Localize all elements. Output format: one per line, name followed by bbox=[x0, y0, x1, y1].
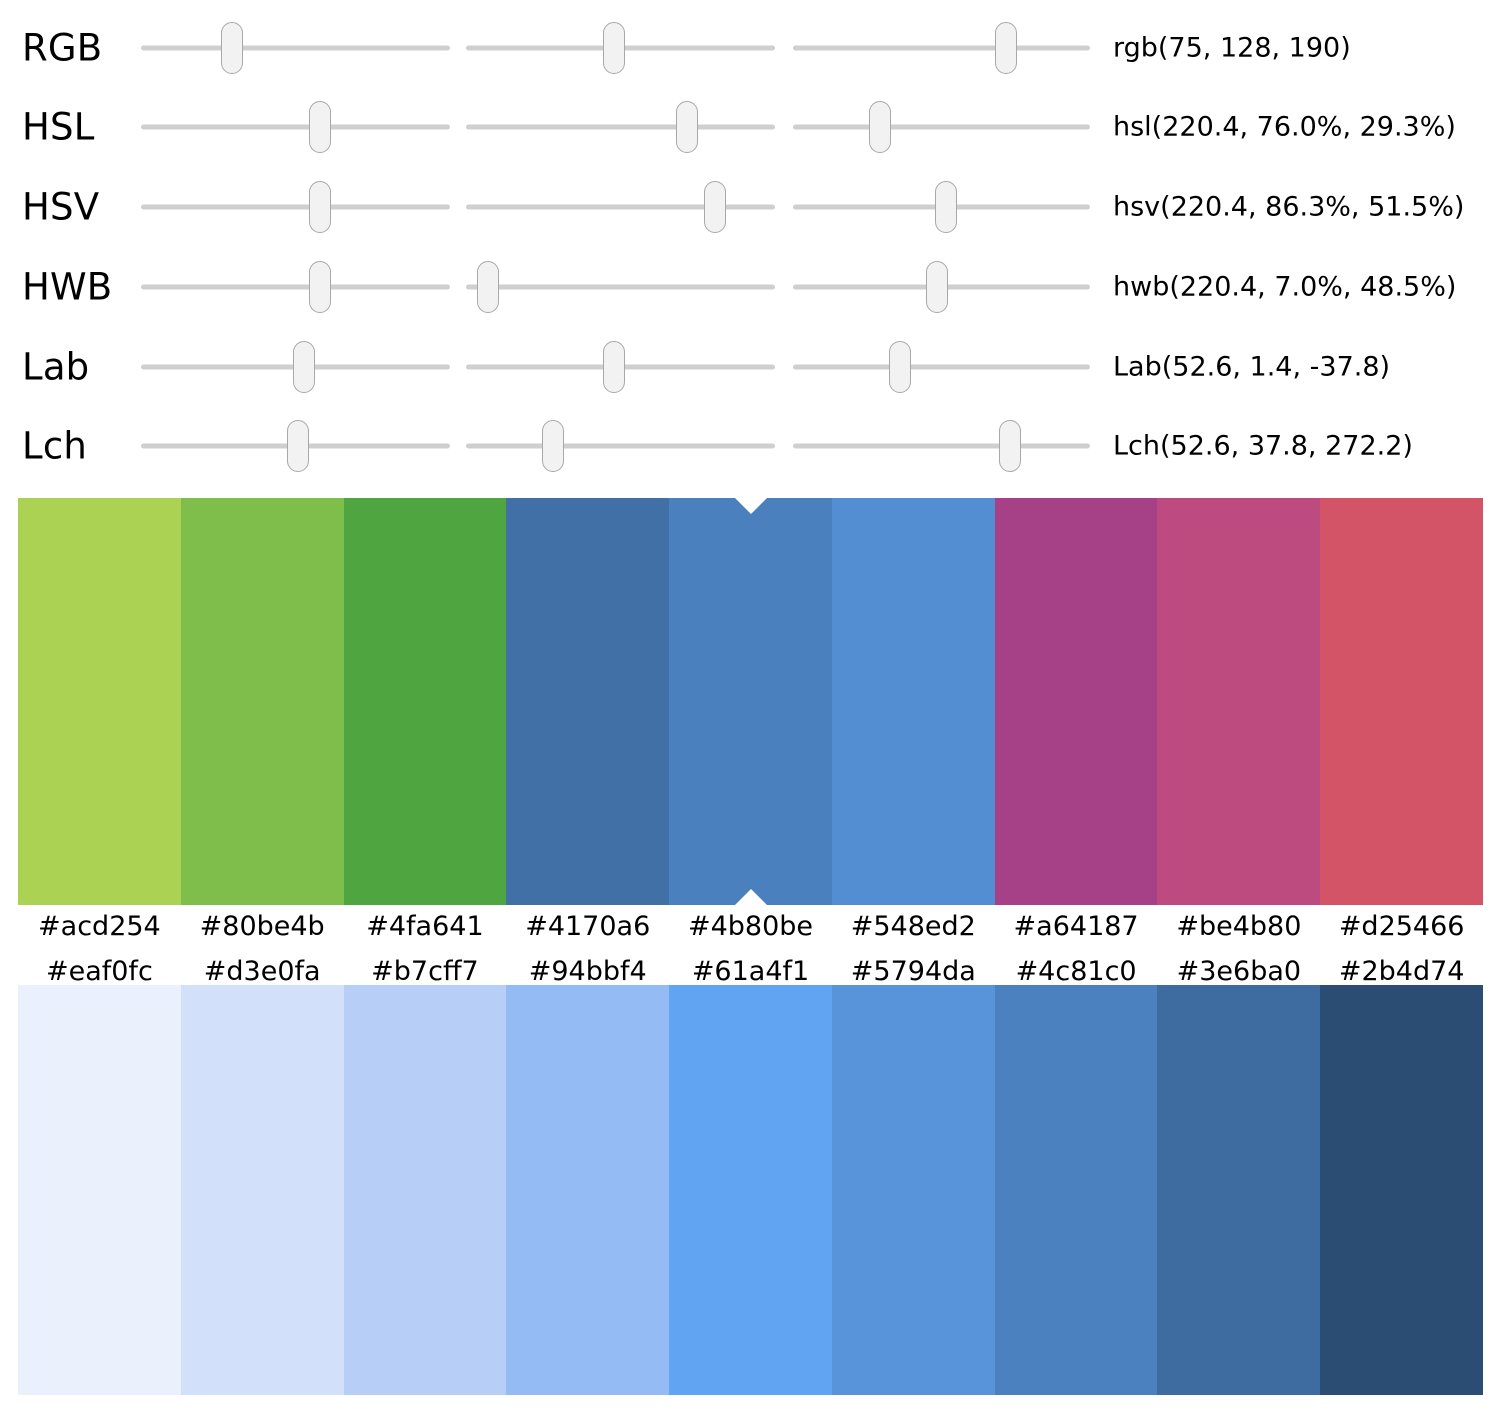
color-swatch[interactable] bbox=[180, 985, 344, 1395]
hex-label: #4170a6 bbox=[525, 911, 651, 942]
slider-value-label: hsl(220.4, 76.0%, 29.3%) bbox=[1113, 111, 1456, 143]
hex-label: #d25466 bbox=[1338, 911, 1465, 942]
slider-row-label: Lch bbox=[22, 424, 88, 468]
color-swatch[interactable] bbox=[1157, 985, 1321, 1395]
slider-thumb-hsl-2[interactable] bbox=[675, 101, 698, 153]
slider-row-hsv: HSV hsv(220.4, 86.3%, 51.5%) bbox=[0, 177, 1501, 237]
slider-track-lab-3[interactable] bbox=[793, 364, 1090, 370]
hex-label: #80be4b bbox=[199, 911, 325, 942]
palette-bottom-hex-labels: #eaf0fc #d3e0fa #b7cff7 #94bbf4 #61a4f1 #5794… bbox=[18, 958, 1483, 985]
color-swatch[interactable] bbox=[343, 985, 507, 1395]
color-swatch[interactable] bbox=[343, 498, 507, 905]
slider-thumb-lch-3[interactable] bbox=[998, 420, 1021, 472]
color-swatch[interactable] bbox=[18, 985, 181, 1395]
slider-value-label: Lab(52.6, 1.4, -37.8) bbox=[1113, 351, 1391, 383]
slider-track-hwb-2[interactable] bbox=[466, 284, 775, 290]
color-swatch[interactable] bbox=[831, 498, 995, 905]
slider-track-hsl-1[interactable] bbox=[141, 124, 450, 130]
slider-track-hwb-1[interactable] bbox=[141, 284, 450, 290]
hex-label: #a64187 bbox=[1013, 911, 1139, 942]
slider-row-lch: Lch Lch(52.6, 37.8, 272.2) bbox=[0, 416, 1501, 476]
hex-label: #4b80be bbox=[687, 911, 814, 942]
slider-row-label: HSL bbox=[22, 105, 95, 149]
slider-thumb-lch-1[interactable] bbox=[286, 420, 309, 472]
palette-top[interactable] bbox=[18, 498, 1484, 905]
slider-thumb-hsv-1[interactable] bbox=[309, 181, 332, 233]
slider-track-rgb-1[interactable] bbox=[141, 45, 450, 51]
slider-value-label: hwb(220.4, 7.0%, 48.5%) bbox=[1113, 271, 1457, 303]
triangle-marker-icon bbox=[734, 889, 767, 905]
slider-thumb-rgb-3[interactable] bbox=[995, 22, 1018, 74]
slider-thumb-hsl-3[interactable] bbox=[869, 101, 892, 153]
slider-thumb-lch-2[interactable] bbox=[542, 420, 565, 472]
palette-top-hex-labels: #acd254 #80be4b #4fa641 #4170a6 #4b80be #548e… bbox=[18, 913, 1483, 940]
slider-row-label: HSV bbox=[22, 185, 100, 229]
slider-thumb-rgb-1[interactable] bbox=[221, 22, 244, 74]
slider-row-label: HWB bbox=[22, 265, 113, 309]
hex-label: #b7cff7 bbox=[371, 956, 479, 987]
hex-label: #5794da bbox=[850, 956, 976, 987]
color-swatch[interactable] bbox=[506, 985, 670, 1395]
hex-label: #4fa641 bbox=[366, 911, 484, 942]
hex-label: #4c81c0 bbox=[1015, 956, 1137, 987]
slider-thumb-lab-1[interactable] bbox=[292, 341, 315, 393]
slider-thumb-rgb-2[interactable] bbox=[603, 22, 626, 74]
color-swatch[interactable] bbox=[18, 498, 181, 905]
slider-track-hsv-1[interactable] bbox=[141, 204, 450, 210]
slider-thumb-hwb-3[interactable] bbox=[926, 261, 949, 313]
color-swatch[interactable] bbox=[506, 498, 670, 905]
slider-row-label: Lab bbox=[22, 345, 90, 389]
slider-row-hsl: HSL hsl(220.4, 76.0%, 29.3%) bbox=[0, 97, 1501, 157]
hex-label: #be4b80 bbox=[1176, 911, 1302, 942]
slider-thumb-lab-2[interactable] bbox=[603, 341, 626, 393]
triangle-marker-icon bbox=[734, 498, 767, 514]
slider-row-hwb: HWB hwb(220.4, 7.0%, 48.5%) bbox=[0, 257, 1501, 317]
slider-value-label: Lch(52.6, 37.8, 272.2) bbox=[1113, 430, 1413, 462]
color-swatch[interactable] bbox=[180, 498, 344, 905]
slider-track-hsl-2[interactable] bbox=[466, 124, 775, 130]
color-space-sliders: RGB rgb(75, 128, 190) HSL hsl(220.4, 76.0%,… bbox=[0, 0, 1501, 498]
color-swatch[interactable] bbox=[1320, 498, 1484, 905]
hex-label: #61a4f1 bbox=[691, 956, 810, 987]
slider-value-label: hsv(220.4, 86.3%, 51.5%) bbox=[1113, 191, 1465, 223]
color-swatch[interactable] bbox=[1157, 498, 1321, 905]
slider-row-lab: Lab Lab(52.6, 1.4, -37.8) bbox=[0, 337, 1501, 397]
hex-label: #acd254 bbox=[38, 911, 161, 942]
slider-thumb-hsv-3[interactable] bbox=[934, 181, 957, 233]
hex-label: #d3e0fa bbox=[203, 956, 321, 987]
hex-label: #3e6ba0 bbox=[1176, 956, 1302, 987]
slider-track-hsl-3[interactable] bbox=[793, 124, 1090, 130]
slider-track-lch-2[interactable] bbox=[466, 443, 775, 449]
slider-row-rgb: RGB rgb(75, 128, 190) bbox=[0, 18, 1501, 78]
hex-label: #2b4d74 bbox=[1338, 956, 1465, 987]
hex-label: #eaf0fc bbox=[45, 956, 153, 987]
slider-value-label: rgb(75, 128, 190) bbox=[1113, 32, 1351, 64]
slider-track-hsv-2[interactable] bbox=[466, 204, 775, 210]
slider-thumb-lab-3[interactable] bbox=[888, 341, 911, 393]
slider-thumb-hsv-2[interactable] bbox=[703, 181, 726, 233]
slider-row-label: RGB bbox=[22, 26, 103, 70]
palette-bottom[interactable] bbox=[18, 985, 1484, 1395]
slider-thumb-hwb-2[interactable] bbox=[476, 261, 499, 313]
slider-thumb-hwb-1[interactable] bbox=[309, 261, 332, 313]
color-swatch[interactable] bbox=[994, 985, 1158, 1395]
color-swatch[interactable] bbox=[669, 985, 832, 1395]
color-swatch[interactable] bbox=[669, 498, 832, 905]
hex-label: #94bbf4 bbox=[528, 956, 647, 987]
color-swatch[interactable] bbox=[831, 985, 995, 1395]
slider-thumb-hsl-1[interactable] bbox=[309, 101, 332, 153]
slider-track-lch-3[interactable] bbox=[793, 443, 1090, 449]
color-swatch[interactable] bbox=[1320, 985, 1484, 1395]
slider-track-rgb-3[interactable] bbox=[793, 45, 1090, 51]
color-swatch[interactable] bbox=[994, 498, 1158, 905]
hex-label: #548ed2 bbox=[850, 911, 976, 942]
